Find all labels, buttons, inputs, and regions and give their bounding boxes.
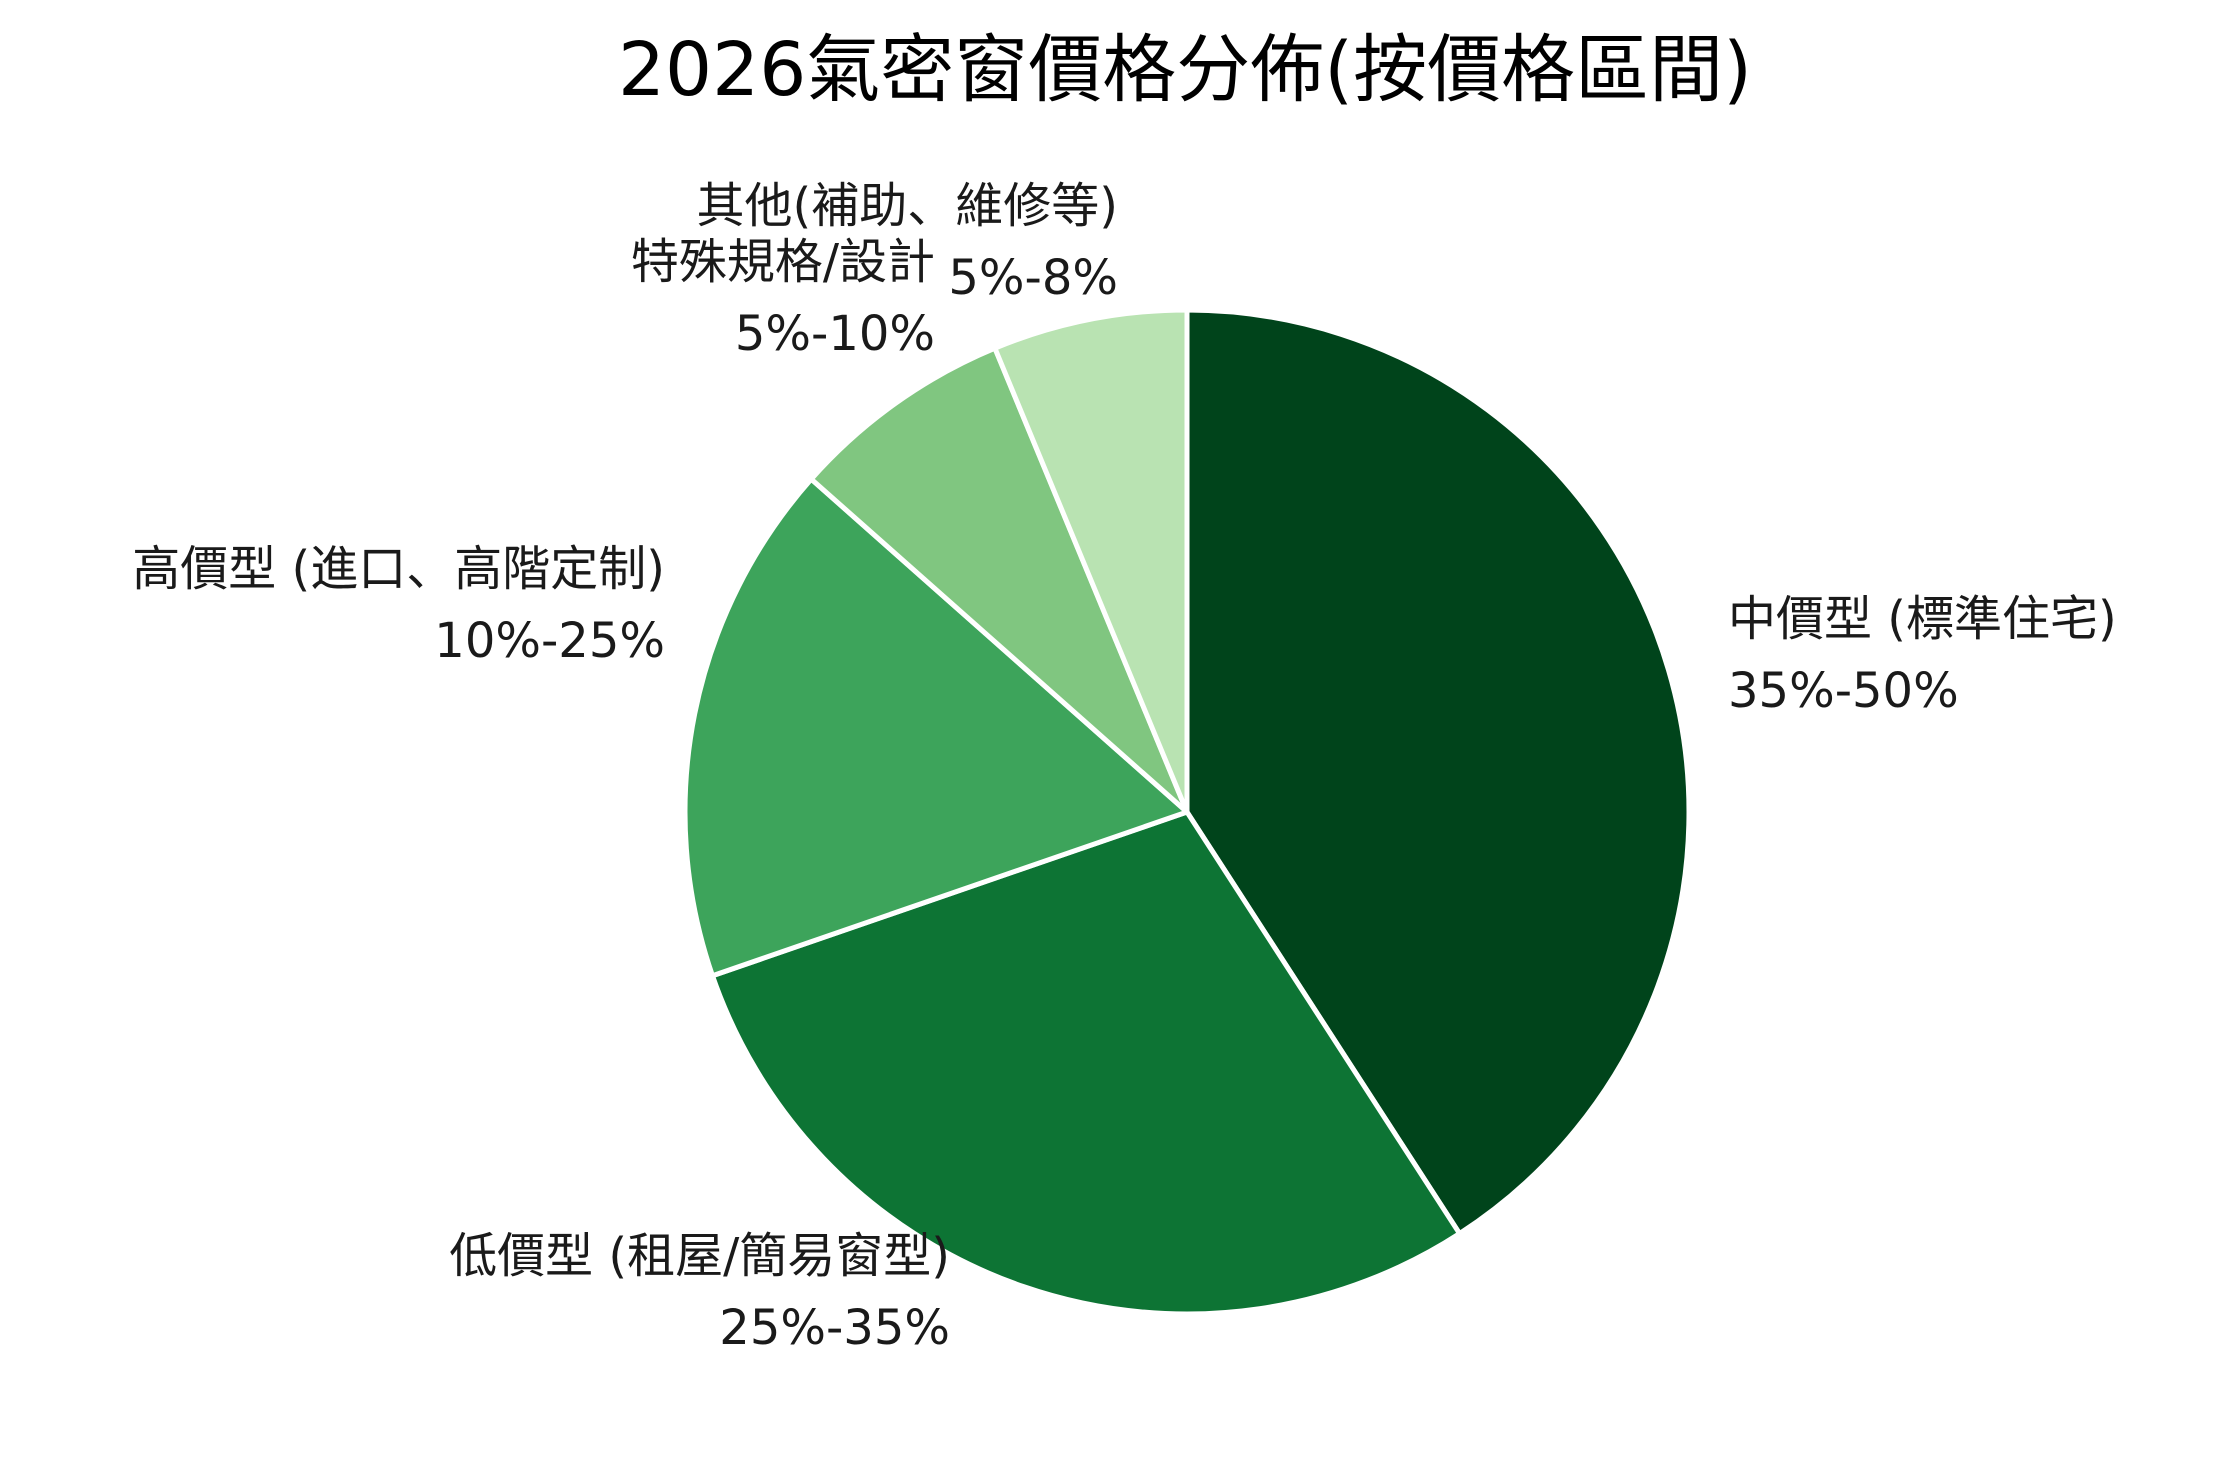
- pie-slices: [682, 307, 1692, 1317]
- slice-range-4: 5%-10%: [735, 306, 935, 362]
- slice-range-3: 10%-25%: [434, 613, 665, 669]
- pie-slice-4: [808, 345, 1190, 815]
- pie-slice-3: [682, 476, 1190, 979]
- pie-slice-2: [709, 809, 1463, 1317]
- slice-range-2: 25%-35%: [719, 1300, 950, 1356]
- slice-label-2: 低價型 (租屋/簡易窗型): [449, 1228, 950, 1284]
- pie-slice-5: [992, 307, 1190, 815]
- slice-label-1: 中價型 (標準住宅): [1728, 591, 2117, 647]
- slice-label-4: 特殊規格/設計: [631, 234, 935, 290]
- chart-title: 2026氣密窗價格分佈(按價格區間): [618, 27, 1752, 113]
- slice-range-1: 35%-50%: [1728, 663, 1959, 719]
- pie-labels: 中價型 (標準住宅) 35%-50% 低價型 (租屋/簡易窗型) 25%-35% 高價型…: [132, 178, 2116, 1356]
- slice-label-5: 其他(補助、維修等): [697, 178, 1118, 234]
- slice-range-5: 5%-8%: [948, 250, 1118, 306]
- slice-label-3: 高價型 (進口、高階定制): [132, 541, 665, 597]
